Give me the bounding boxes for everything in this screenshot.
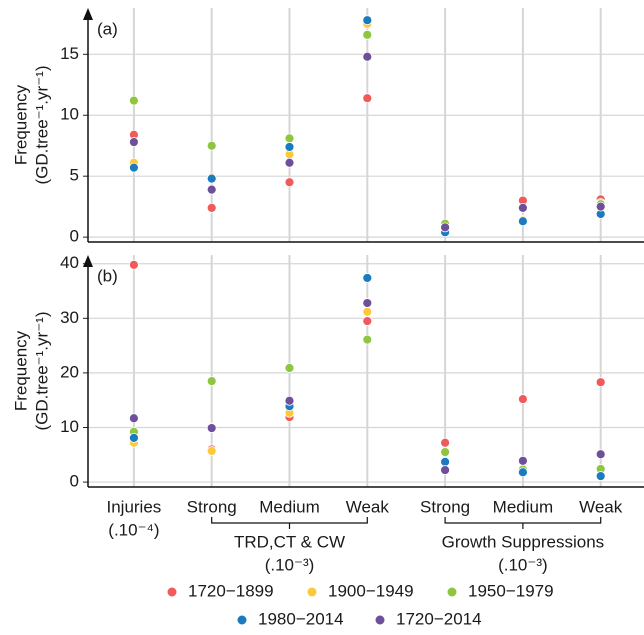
- y-tick-label: 0: [70, 227, 79, 246]
- point: [206, 202, 217, 213]
- legend-marker: [375, 615, 385, 625]
- y-axis-label: Frequency: [11, 84, 30, 165]
- group-label: TRD,CT & CW: [234, 532, 345, 551]
- x-tick-label: Strong: [420, 497, 470, 516]
- point: [362, 273, 373, 283]
- x-tick-label: Strong: [187, 497, 237, 516]
- legend-marker: [307, 587, 317, 597]
- point: [595, 471, 606, 481]
- point: [518, 455, 528, 466]
- point: [518, 202, 528, 213]
- point: [362, 51, 373, 62]
- legend-marker: [167, 587, 177, 597]
- y-axis-arrow: [83, 8, 93, 20]
- point: [440, 437, 451, 448]
- point: [595, 377, 606, 388]
- point: [362, 298, 373, 308]
- x-tick-note: (.10⁻⁴): [108, 520, 159, 539]
- point: [518, 467, 528, 478]
- point: [362, 334, 373, 345]
- point: [206, 184, 217, 195]
- point: [362, 306, 373, 317]
- point: [518, 216, 528, 227]
- point: [440, 465, 451, 475]
- legend-label: 1980−2014: [258, 609, 344, 628]
- point: [284, 395, 295, 406]
- group-note: (.10⁻³): [498, 555, 548, 574]
- y-tick-label: 10: [60, 417, 79, 436]
- point: [284, 142, 295, 152]
- panel-label: (a): [97, 19, 118, 38]
- y-axis-label: (GD.tree⁻¹.yr⁻¹): [32, 66, 51, 185]
- group-note: (.10⁻³): [265, 555, 315, 574]
- point: [440, 222, 451, 233]
- y-tick-label: 30: [60, 308, 79, 327]
- legend-label: 1720−2014: [396, 609, 482, 628]
- point: [206, 423, 217, 433]
- legend-label: 1720−1899: [188, 581, 274, 600]
- point: [128, 95, 139, 106]
- x-tick-label: Weak: [579, 497, 623, 516]
- point: [440, 447, 451, 457]
- point: [128, 432, 139, 443]
- legend-marker: [447, 587, 457, 597]
- group-bracket: [211, 517, 368, 529]
- y-tick-label: 40: [60, 253, 79, 272]
- x-tick-label: Medium: [259, 497, 319, 516]
- group-bracket: [444, 517, 602, 529]
- point: [595, 201, 606, 212]
- legend-label: 1900−1949: [328, 581, 414, 600]
- point: [128, 413, 139, 424]
- point: [128, 137, 139, 147]
- y-tick-label: 0: [70, 472, 79, 491]
- point: [362, 15, 373, 26]
- point: [128, 259, 139, 270]
- point: [206, 173, 217, 184]
- y-tick-label: 15: [60, 44, 79, 63]
- y-tick-label: 5: [70, 166, 79, 185]
- point: [284, 177, 295, 188]
- point: [284, 363, 295, 373]
- point: [362, 93, 373, 104]
- point: [128, 162, 139, 173]
- y-axis-label: Frequency: [11, 330, 30, 411]
- point: [362, 29, 373, 40]
- point: [440, 456, 451, 467]
- point: [206, 446, 217, 456]
- y-tick-label: 10: [60, 105, 79, 124]
- point: [362, 316, 373, 326]
- legend-label: 1950−1979: [468, 581, 554, 600]
- point: [284, 133, 295, 144]
- x-tick-label: Weak: [346, 497, 390, 516]
- group-label: Growth Suppressions: [442, 532, 605, 551]
- point: [206, 376, 217, 386]
- x-tick-label: Medium: [493, 497, 553, 516]
- y-tick-label: 20: [60, 362, 79, 381]
- legend-marker: [237, 615, 247, 625]
- point: [284, 157, 295, 168]
- y-axis-label: (GD.tree⁻¹.yr⁻¹): [32, 312, 51, 431]
- panel-label: (b): [97, 266, 118, 285]
- point: [206, 140, 217, 151]
- x-tick-label: Injuries: [106, 497, 161, 516]
- y-axis-arrow: [83, 255, 93, 267]
- point: [595, 449, 606, 460]
- point: [518, 394, 528, 405]
